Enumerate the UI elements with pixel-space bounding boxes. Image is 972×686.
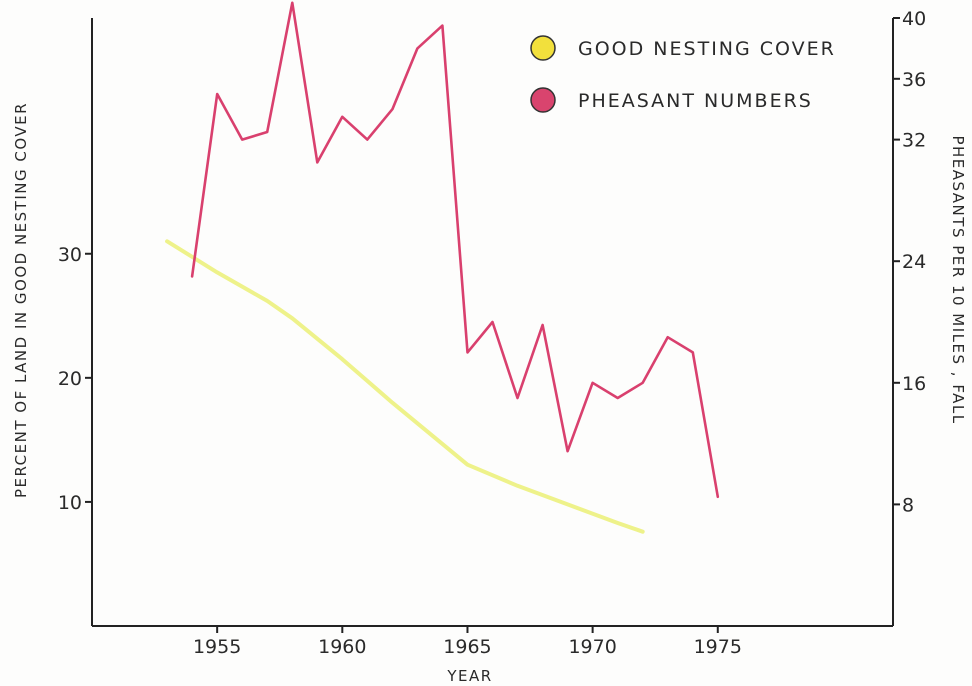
legend-item-good-nesting-cover: GOOD NESTING COVER xyxy=(530,35,836,61)
x-tick-label: 1975 xyxy=(694,636,742,658)
legend-label: GOOD NESTING COVER xyxy=(578,38,836,60)
legend: GOOD NESTING COVER PHEASANT NUMBERS xyxy=(530,35,836,113)
legend-marker xyxy=(530,87,556,113)
right-y-tick-label: 8 xyxy=(902,494,914,516)
right-y-tick-label: 16 xyxy=(902,373,926,395)
x-tick-label: 1965 xyxy=(443,636,491,658)
right-y-tick-label: 40 xyxy=(902,8,926,30)
x-tick-label: 1970 xyxy=(568,636,616,658)
x-axis-title: YEAR xyxy=(446,667,492,685)
left-y-tick-label: 30 xyxy=(58,244,82,266)
right-y-tick-label: 36 xyxy=(902,69,926,91)
left-y-axis-title: PERCENT OF LAND IN GOOD NESTING COVER xyxy=(12,102,30,498)
legend-item-pheasant-numbers: PHEASANT NUMBERS xyxy=(530,87,813,113)
x-tick-label: 1960 xyxy=(318,636,366,658)
right-y-tick-label: 32 xyxy=(902,130,926,152)
x-tick-label: 1955 xyxy=(193,636,241,658)
legend-marker xyxy=(530,35,556,61)
left-y-tick-label: 20 xyxy=(58,368,82,390)
legend-label: PHEASANT NUMBERS xyxy=(578,90,813,112)
right-y-axis-title: PHEASANTS PER 10 MILES , FALL xyxy=(949,135,967,424)
ticks: 1955 1960 1965 1970 1975 10 20 30 8 16 24 32 36 40 xyxy=(58,8,926,658)
pheasant-numbers-line xyxy=(190,1,720,499)
good-nesting-cover-line xyxy=(165,239,645,534)
axes xyxy=(91,18,894,627)
right-y-tick-label: 24 xyxy=(902,251,926,273)
left-y-tick-label: 10 xyxy=(58,492,82,514)
series-layer xyxy=(165,1,720,534)
